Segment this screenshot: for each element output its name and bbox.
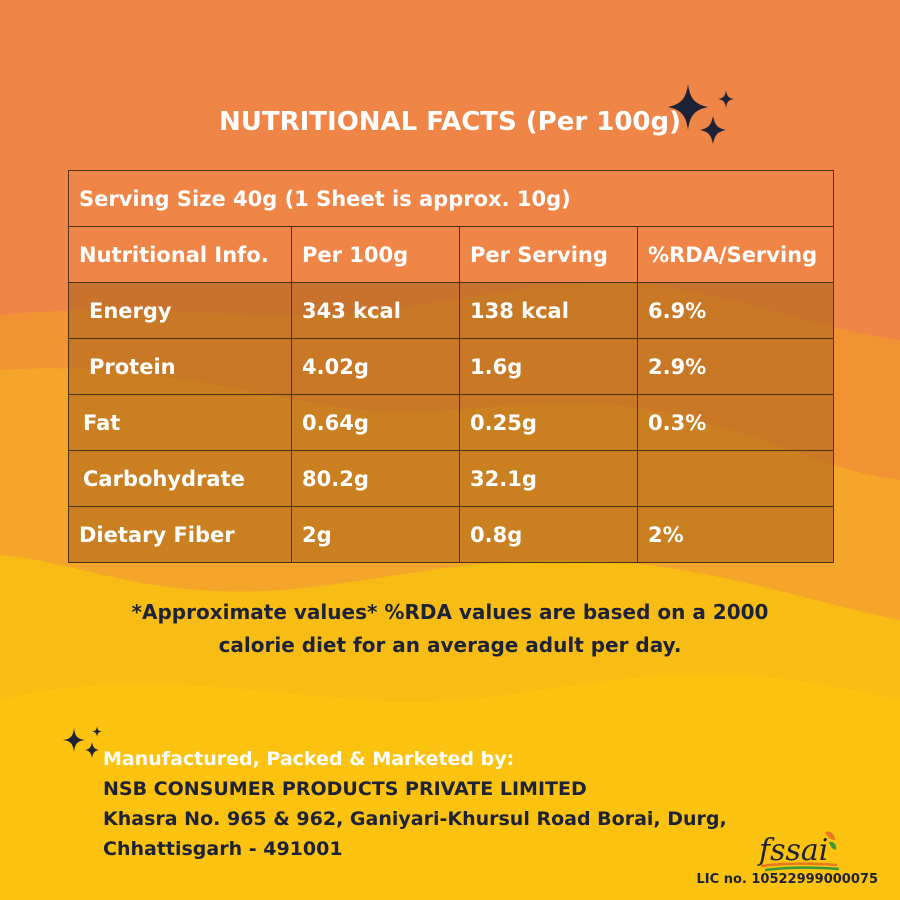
- per-serving-value: 32.1g: [459, 450, 638, 507]
- table-row: Dietary Fiber 2g 0.8g 2%: [68, 506, 835, 563]
- table-row: Fat 0.64g 0.25g 0.3%: [68, 394, 835, 451]
- sparkle-icon: [668, 84, 734, 144]
- nutrient-name: Carbohydrate: [68, 450, 292, 507]
- per-100g-value: 343 kcal: [291, 282, 460, 339]
- per-100g-value: 0.64g: [291, 394, 460, 451]
- sparkle-icon: [63, 726, 102, 758]
- rda-value: 2%: [636, 506, 835, 563]
- nutrient-name: Energy: [68, 282, 292, 339]
- table-row: Carbohydrate 80.2g 32.1g: [68, 450, 835, 507]
- table-row: Energy 343 kcal 138 kcal 6.9%: [68, 282, 835, 339]
- header-rda-serving: %RDA/Serving: [636, 226, 835, 283]
- table-header-row: Nutritional Info. Per 100g Per Serving %…: [68, 226, 835, 283]
- page-title: NUTRITIONAL FACTS (Per 100g): [218, 107, 682, 137]
- per-100g-value: 80.2g: [291, 450, 460, 507]
- rda-value: 2.9%: [636, 338, 835, 395]
- per-100g-value: 2g: [291, 506, 460, 563]
- address-line-2: Chhattisgarh - 491001: [103, 838, 343, 860]
- manufacturer-label: Manufactured, Packed & Marketed by:: [103, 748, 515, 770]
- per-serving-value: 1.6g: [459, 338, 638, 395]
- nutrient-name: Fat: [68, 394, 292, 451]
- nutrient-name: Protein: [68, 338, 292, 395]
- header-per-100g: Per 100g: [291, 226, 460, 283]
- rda-value: [636, 450, 835, 507]
- per-serving-value: 0.25g: [459, 394, 638, 451]
- per-serving-value: 138 kcal: [459, 282, 638, 339]
- rda-value: 6.9%: [636, 282, 835, 339]
- disclaimer-line-2: calorie diet for an average adult per da…: [218, 633, 682, 657]
- nutrient-name: Dietary Fiber: [68, 506, 292, 563]
- per-100g-value: 4.02g: [291, 338, 460, 395]
- address-line-1: Khasra No. 965 & 962, Ganiyari-Khursul R…: [103, 808, 727, 830]
- disclaimer-note: *Approximate values* %RDA values are bas…: [0, 596, 900, 662]
- header-per-serving: Per Serving: [459, 226, 638, 283]
- disclaimer-line-1: *Approximate values* %RDA values are bas…: [131, 600, 769, 624]
- company-name: NSB CONSUMER PRODUCTS PRIVATE LIMITED: [103, 778, 587, 800]
- serving-size-row: Serving Size 40g (1 Sheet is approx. 10g…: [67, 170, 835, 227]
- fssai-logo: fssai: [757, 831, 840, 872]
- manufacturer-info: Manufactured, Packed & Marketed by: NSB …: [103, 744, 727, 864]
- nutrition-table: Serving Size 40g (1 Sheet is approx. 10g…: [67, 170, 835, 563]
- fssai-logo-text: fssai: [757, 833, 828, 868]
- header-nutritional-info: Nutritional Info.: [68, 226, 292, 283]
- license-number: LIC no. 10522999000075: [696, 872, 878, 887]
- serving-size: Serving Size 40g (1 Sheet is approx. 10g…: [67, 170, 835, 227]
- rda-value: 0.3%: [636, 394, 835, 451]
- per-serving-value: 0.8g: [459, 506, 638, 563]
- table-row: Protein 4.02g 1.6g 2.9%: [68, 338, 835, 395]
